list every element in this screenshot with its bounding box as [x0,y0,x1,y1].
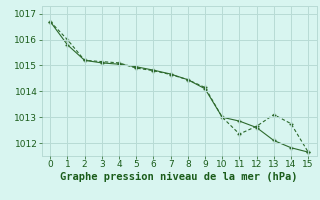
X-axis label: Graphe pression niveau de la mer (hPa): Graphe pression niveau de la mer (hPa) [60,172,298,182]
